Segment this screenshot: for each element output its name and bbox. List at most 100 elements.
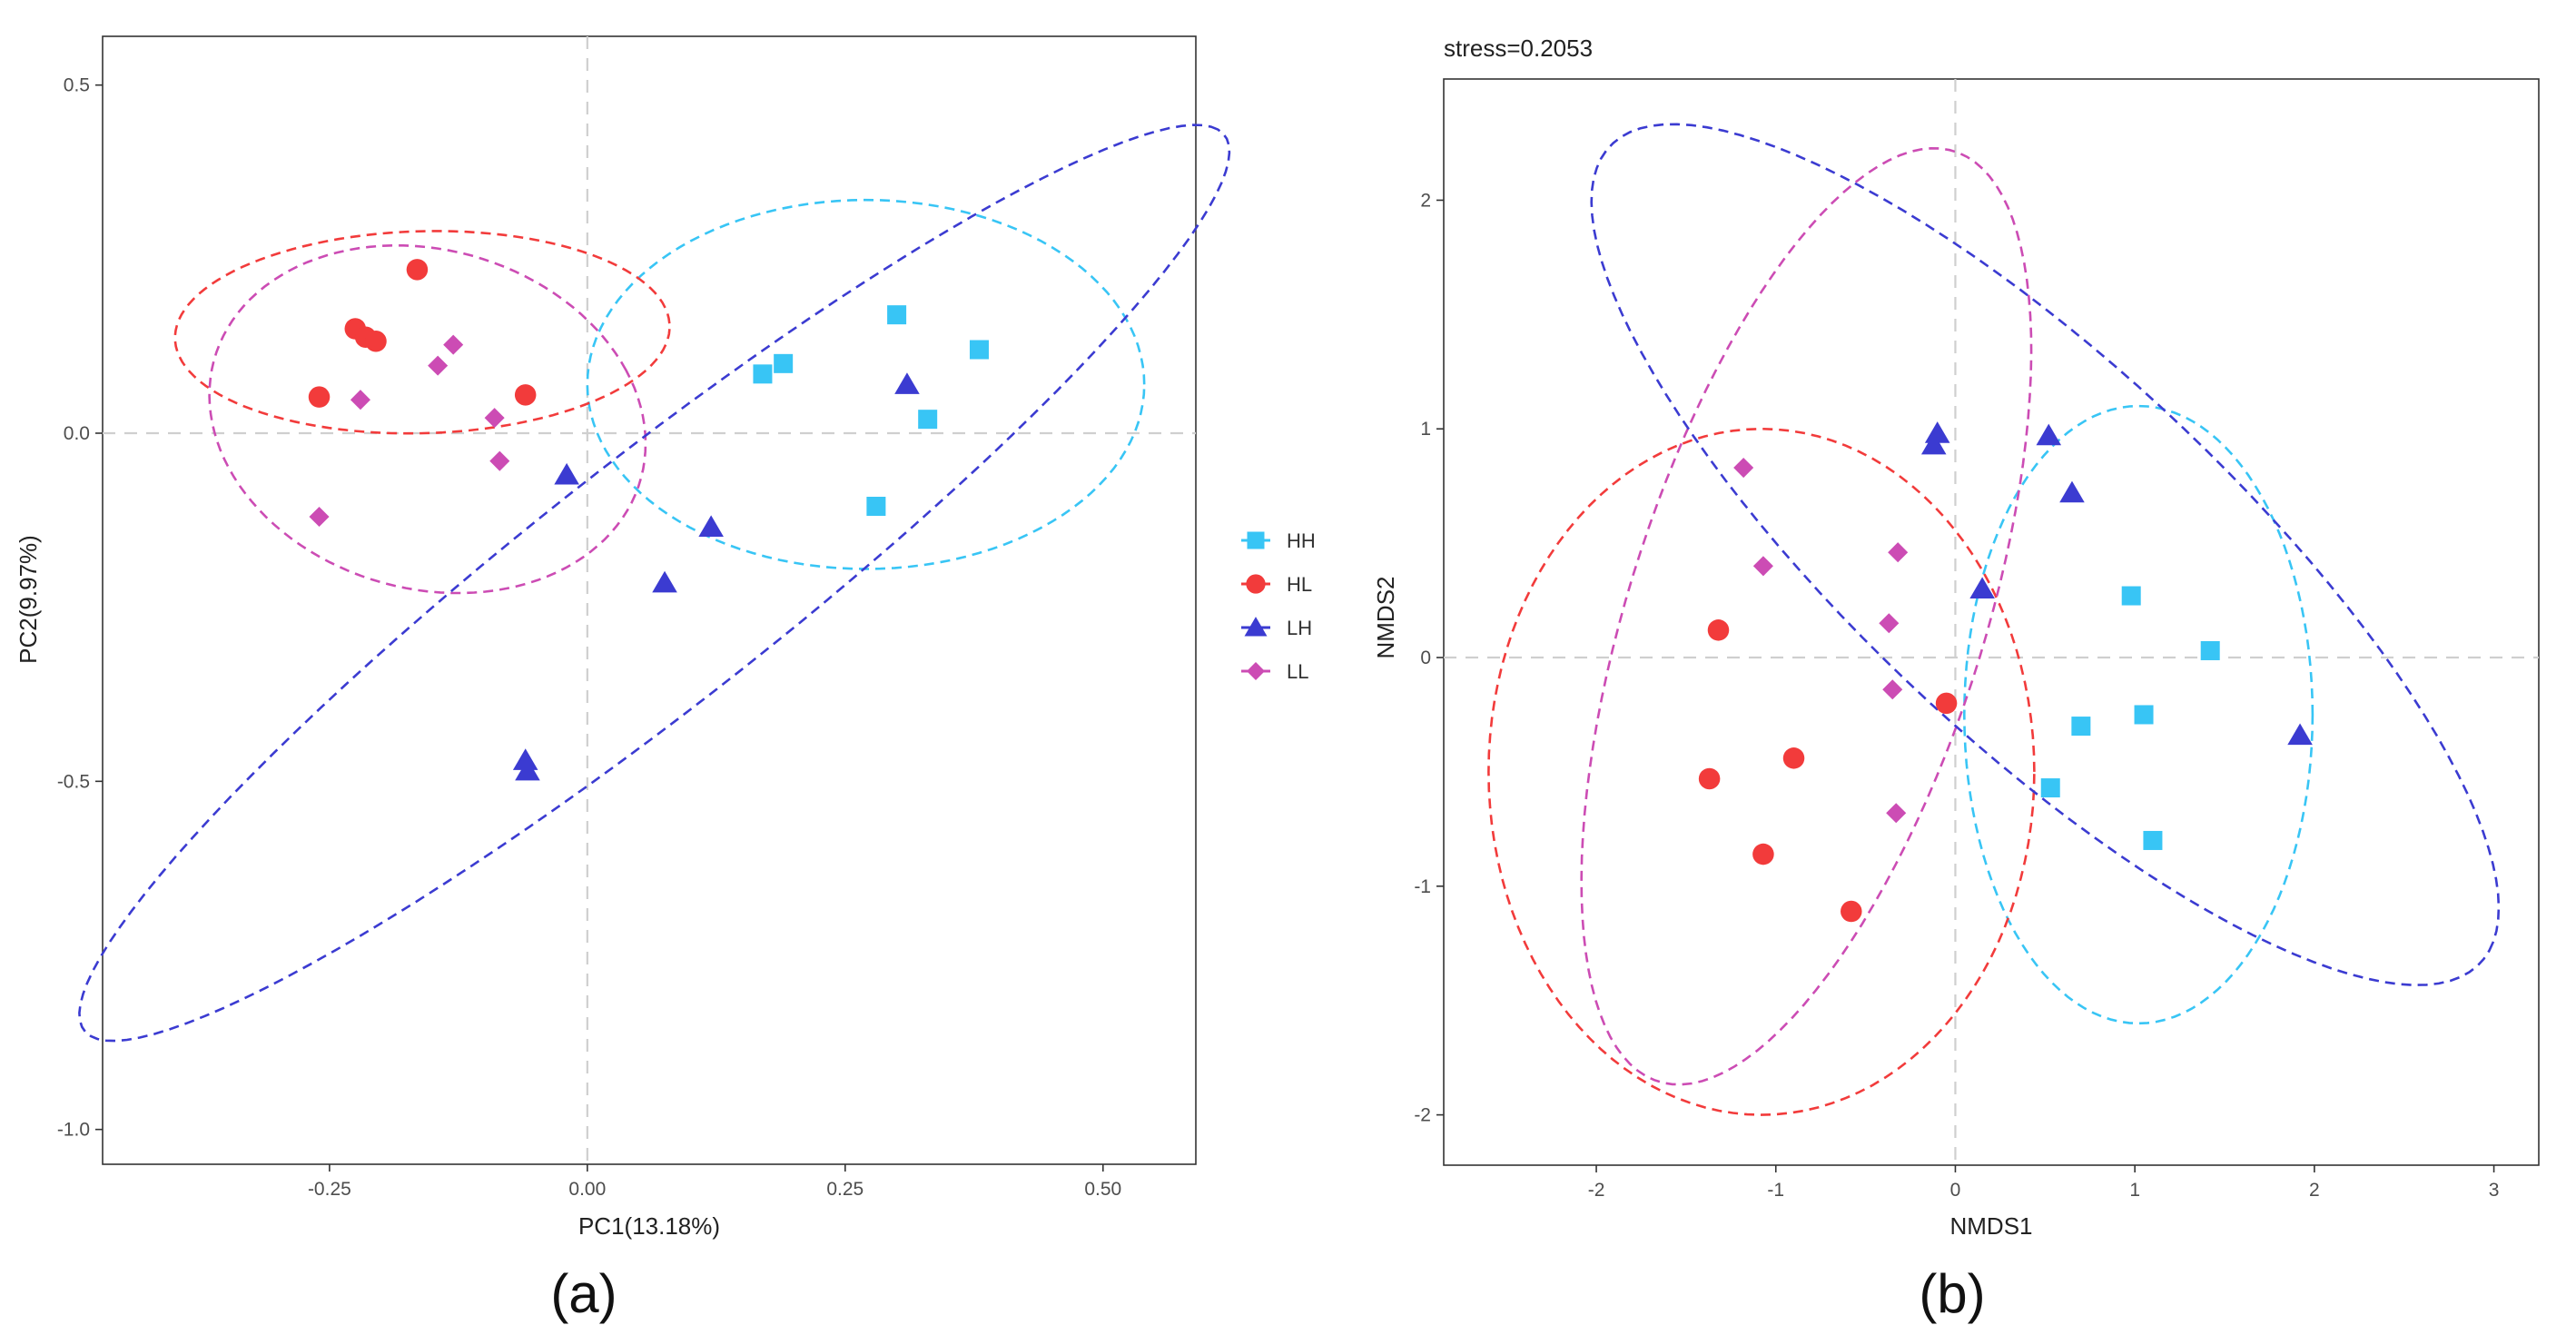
panel-a-x-tick-label: 0.00	[568, 1179, 606, 1200]
legend-item-hh: HH	[1241, 529, 1316, 552]
panel-a-ellipse-hl	[173, 230, 671, 435]
panel-a-point-ll	[428, 355, 449, 376]
panel-a-pca: -0.25 0.00 0.25 0.50 0.5 0.0 -0.5 -1.0 PC1(13.…	[15, 35, 1231, 1324]
legend-item-lh: LH	[1241, 617, 1312, 639]
panel-a-point-ll	[489, 450, 510, 471]
panel-a-point-ll	[350, 390, 370, 410]
legend: HH HL LH LL	[1241, 529, 1316, 683]
legend-label: LL	[1287, 660, 1308, 683]
panel-a-point-lh	[698, 515, 724, 537]
panel-b-point-lh	[2059, 480, 2085, 503]
panel-b-x-tick-label: 2	[2309, 1180, 2320, 1201]
panel-b-y-tick-label: 0	[1420, 648, 1431, 668]
panel-b-point-ll	[1888, 542, 1909, 563]
panel-b-caption: (b)	[1919, 1263, 1985, 1324]
panel-b-ellipse-hh	[1962, 404, 2314, 1025]
legend-item-ll: LL	[1241, 660, 1308, 683]
panel-b-point-hl	[1935, 692, 1958, 715]
panel-b-ellipse-hl	[1487, 427, 2036, 1116]
panel-a-point-hl	[308, 386, 331, 408]
panel-a-point-lh	[894, 372, 920, 394]
panel-a-point-hh	[753, 364, 773, 384]
panel-a-point-hl	[365, 331, 387, 352]
panel-a-point-hl	[514, 384, 537, 406]
panel-a-point-ll	[309, 506, 330, 528]
panel-b-point-hh	[2200, 640, 2220, 660]
panel-a-x-tick-label: -0.25	[308, 1179, 351, 1200]
panel-b-x-ticks: -2 -1 0 1 2 3	[1588, 1165, 2500, 1201]
panel-a-point-hh	[866, 497, 886, 516]
panel-b-point-lh	[2287, 723, 2313, 746]
panel-b-point-hh	[2143, 830, 2163, 850]
panel-b-x-axis-title: NMDS1	[1949, 1212, 2032, 1240]
panel-b-reference-lines	[1444, 79, 2539, 1165]
panel-a-point-hh	[887, 305, 907, 325]
panel-a-point-lh	[515, 758, 540, 781]
panel-b-x-tick-label: -2	[1588, 1180, 1605, 1201]
panel-b-y-tick-label: 1	[1420, 419, 1431, 440]
legend-key-square-icon	[1247, 531, 1265, 549]
panel-b-point-ll	[1886, 803, 1907, 824]
panel-b-ellipse-ll	[1580, 146, 2033, 1086]
panel-b-y-axis-title: NMDS2	[1372, 576, 1399, 658]
panel-b-x-tick-label: 0	[1950, 1180, 1961, 1201]
legend-item-hl: HL	[1241, 573, 1312, 596]
panel-b-point-hl	[1782, 747, 1805, 769]
panel-b-point-ll	[1882, 679, 1903, 700]
panel-a-point-hh	[969, 340, 989, 360]
legend-key-circle-icon	[1246, 574, 1266, 594]
panel-b-point-hh	[2121, 586, 2141, 606]
panel-a-point-ll	[484, 408, 505, 429]
panel-b-point-lh	[1920, 432, 1947, 455]
panel-b-point-ll	[1733, 458, 1754, 479]
panel-a-y-tick-label: -0.5	[57, 771, 90, 792]
panel-a-point-lh	[652, 570, 677, 593]
panel-b-x-tick-label: -1	[1767, 1180, 1784, 1201]
panel-b-point-hh	[2071, 717, 2091, 737]
panel-b-x-tick-label: 1	[2129, 1180, 2140, 1201]
panel-a-point-hl	[406, 259, 429, 281]
panel-b-point-ll	[1752, 556, 1773, 577]
panel-b-ellipse-lh	[1590, 123, 2501, 987]
panel-b-point-hl	[1698, 767, 1721, 790]
panel-a-y-ticks: 0.5 0.0 -0.5 -1.0	[57, 75, 103, 1141]
panel-b-point-hh	[2134, 705, 2154, 725]
panel-a-x-ticks: -0.25 0.00 0.25 0.50	[308, 1164, 1121, 1200]
panel-a-y-tick-label: 0.0	[64, 423, 90, 444]
panel-a-point-hh	[918, 410, 938, 430]
panel-a-x-tick-label: 0.50	[1084, 1179, 1121, 1200]
legend-label: HL	[1287, 573, 1312, 596]
legend-label: LH	[1287, 617, 1312, 639]
panel-a-ellipse-lh	[78, 124, 1231, 1043]
legend-label: HH	[1287, 529, 1316, 552]
panel-a-x-tick-label: 0.25	[826, 1179, 864, 1200]
panel-b-x-tick-label: 3	[2489, 1180, 2500, 1201]
panel-b-points	[1698, 421, 2313, 923]
panel-b-frame	[1443, 78, 2540, 1166]
panel-b-ellipses	[1487, 123, 2501, 1116]
panel-a-points	[308, 259, 989, 781]
panel-b-stress-annotation: stress=0.2053	[1444, 35, 1593, 62]
panel-b-point-hl	[1752, 843, 1774, 865]
panel-a-point-hh	[774, 353, 794, 373]
panel-a-y-tick-label: -1.0	[57, 1120, 90, 1141]
panel-a-y-axis-title: PC2(9.97%)	[15, 535, 42, 664]
panel-b-point-hh	[2040, 778, 2060, 798]
panel-b-nmds: stress=0.2053 -2 -1 0 1 2 3 2 1 0 -1 -2 NMDS1 NMD…	[1372, 35, 2540, 1324]
panel-a-x-axis-title: PC1(13.18%)	[578, 1212, 720, 1240]
legend-key-triangle-icon	[1244, 617, 1268, 637]
panel-a-point-lh	[554, 462, 579, 485]
panel-b-point-hl	[1841, 900, 1862, 923]
panel-b-point-ll	[1879, 613, 1900, 634]
panel-b-y-tick-label: 2	[1420, 190, 1431, 211]
panel-b-y-ticks: 2 1 0 -1 -2	[1414, 190, 1444, 1126]
panel-a-caption: (a)	[550, 1263, 617, 1324]
panel-b-point-lh	[1969, 577, 1995, 598]
panel-b-point-hl	[1707, 619, 1730, 641]
panel-b-y-tick-label: -2	[1414, 1105, 1431, 1126]
panel-b-y-tick-label: -1	[1414, 876, 1431, 897]
panel-a-ellipses	[78, 124, 1231, 1043]
panel-a-ellipse-ll	[208, 244, 647, 595]
legend-key-diamond-icon	[1247, 662, 1265, 680]
